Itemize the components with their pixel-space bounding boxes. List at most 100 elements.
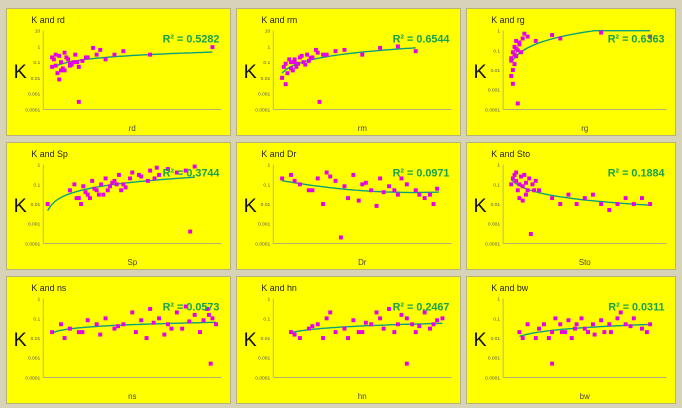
data-point: [112, 52, 117, 57]
data-point: [145, 178, 150, 183]
data-point: [404, 316, 409, 321]
y-tick-label: 0.1: [33, 316, 40, 322]
r2-label: R² = 0.3744: [163, 167, 220, 179]
data-point: [148, 52, 153, 57]
data-point: [321, 336, 326, 340]
data-point: [628, 324, 633, 329]
data-point: [310, 188, 315, 193]
data-point: [550, 361, 555, 366]
data-point: [417, 324, 422, 329]
data-point: [517, 182, 522, 187]
data-point: [87, 196, 92, 201]
data-point: [210, 45, 215, 50]
y-tick-label: 0.1: [263, 316, 270, 322]
data-point: [152, 176, 157, 181]
data-point: [67, 63, 72, 68]
data-point: [85, 318, 90, 323]
data-point: [553, 316, 558, 321]
data-point: [283, 61, 288, 66]
data-point: [648, 322, 653, 327]
r2-label: R² = 0.5282: [163, 33, 220, 45]
data-point: [417, 192, 422, 197]
data-point: [103, 57, 108, 62]
data-point: [387, 184, 391, 189]
data-point: [76, 330, 81, 335]
data-point: [525, 322, 530, 327]
data-point: [509, 58, 514, 63]
r2-label: R² = 0.0311: [608, 301, 664, 313]
y-tick-label: 0.0001: [25, 375, 40, 381]
data-point: [599, 30, 604, 35]
data-point: [81, 184, 86, 189]
data-point: [404, 182, 409, 187]
data-point: [428, 192, 432, 197]
data-point: [59, 60, 63, 65]
data-point: [162, 332, 167, 337]
data-point: [297, 336, 302, 340]
data-point: [602, 330, 607, 335]
scatter-svg: 10 1 0.1 0.01 0.001 0.0001 K and rm Krm R² = 0.6…: [244, 15, 452, 133]
data-point: [346, 196, 350, 201]
x-axis-label: Sto: [579, 258, 591, 267]
data-point: [509, 56, 514, 61]
data-point: [346, 336, 350, 340]
data-point: [615, 202, 620, 206]
y-tick-label: 0.01: [261, 336, 271, 342]
x-axis-label: rg: [581, 124, 588, 133]
y-tick-label: 1: [497, 163, 500, 169]
data-point: [607, 207, 612, 212]
data-point: [537, 188, 541, 193]
data-point: [413, 188, 418, 193]
data-point: [431, 202, 436, 206]
data-point: [198, 330, 202, 335]
data-point: [62, 336, 67, 340]
y-tick-label: 0.001: [28, 222, 41, 228]
y-tick-label: 0.01: [31, 76, 41, 82]
data-point: [321, 52, 326, 57]
data-point: [333, 178, 338, 183]
data-point: [112, 178, 117, 183]
data-point: [281, 64, 286, 69]
data-point: [328, 310, 333, 315]
data-point: [192, 164, 197, 169]
data-point: [75, 60, 80, 65]
data-point: [648, 34, 653, 39]
data-point: [285, 71, 290, 76]
data-point: [381, 326, 386, 331]
r2-label: R² = 0.2467: [393, 301, 450, 313]
y-tick-label: 0.001: [258, 92, 271, 98]
scatter-panel-sto: 1 0.1 0.01 0.001 0.0001 K and Sto K Sto R² = 0.1…: [466, 142, 676, 270]
r2-label: R² = 0.0971: [393, 167, 450, 179]
data-point: [192, 312, 197, 317]
data-point: [523, 180, 528, 185]
y-tick-label: 0.001: [488, 222, 501, 228]
trend-line: [281, 179, 439, 194]
data-point: [546, 336, 551, 340]
data-point: [558, 322, 563, 327]
data-point: [351, 172, 356, 177]
panel-title: K and Dr: [261, 149, 296, 159]
data-point: [369, 322, 374, 327]
data-point: [395, 44, 400, 49]
data-point: [157, 172, 161, 177]
data-point: [631, 202, 636, 206]
trend-line: [290, 322, 443, 334]
data-point: [640, 196, 644, 201]
data-point: [76, 196, 81, 201]
x-axis-label: rd: [129, 124, 136, 133]
data-point: [608, 330, 613, 335]
data-point: [144, 336, 149, 340]
scatter-svg: 10 1 0.1 0.01 0.001 0.0001 K and rd Krd R² = 0.5…: [14, 15, 222, 133]
data-point: [520, 36, 525, 41]
data-point: [139, 174, 144, 179]
data-point: [289, 330, 293, 335]
data-point: [410, 322, 415, 327]
data-point: [130, 170, 135, 175]
data-point: [169, 326, 174, 331]
scatter-panel-sp: 1 0.1 0.01 0.001 0.0001 K and Sp K Sp R² = 0.374…: [6, 142, 231, 270]
data-point: [57, 77, 62, 82]
data-point: [515, 101, 520, 106]
data-point: [399, 312, 404, 317]
